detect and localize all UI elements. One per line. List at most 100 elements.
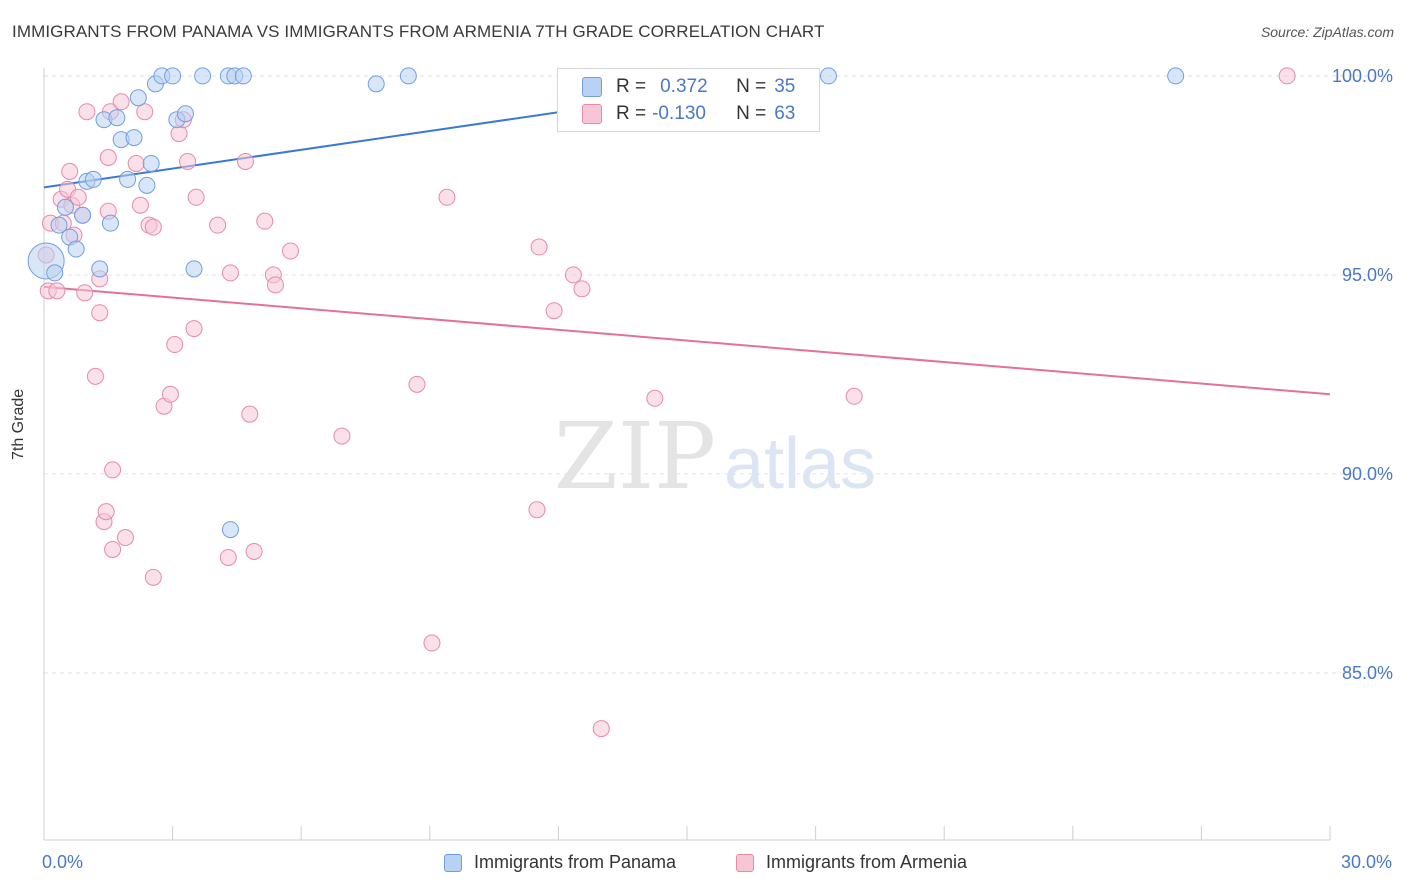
panama-point (125, 129, 143, 147)
panama-point (221, 521, 239, 539)
armenia-point (236, 152, 254, 170)
armenia-point (245, 542, 263, 560)
armenia-point (99, 149, 117, 166)
armenia-point (573, 280, 591, 298)
armenia-point (61, 162, 79, 180)
armenia-point (104, 461, 122, 479)
panama-point (185, 260, 203, 278)
watermark-atlas: atlas (724, 424, 876, 504)
armenia-point (241, 405, 259, 423)
armenia-point (1278, 67, 1296, 85)
armenia-point (97, 503, 115, 521)
panama-point (819, 67, 837, 85)
armenia-point (209, 216, 227, 234)
armenia-point (69, 188, 87, 206)
armenia-point (136, 103, 154, 121)
x-axis-min-label: 0.0% (42, 852, 84, 872)
armenia-r-label: R = (616, 103, 647, 124)
watermark-zip: ZIP (554, 403, 716, 510)
armenia-point (161, 385, 179, 403)
panama-point (56, 198, 74, 216)
armenia-point (187, 188, 205, 206)
panama-point (91, 260, 109, 278)
armenia-point (256, 212, 274, 230)
armenia-point (528, 501, 546, 519)
armenia-point (86, 367, 104, 385)
axes (43, 68, 1331, 841)
armenia-point (281, 242, 299, 260)
armenia-point (266, 276, 284, 294)
armenia-legend-icon (736, 853, 754, 872)
panama-n-value: 35 (774, 76, 796, 97)
armenia-point (127, 154, 145, 172)
panama-point (164, 67, 182, 85)
legend-row-armenia: R = -0.130 N = 63 (582, 102, 796, 126)
legend-item-armenia: Immigrants from Armenia (736, 852, 967, 873)
armenia-point (179, 152, 197, 170)
armenia-point (646, 389, 664, 407)
panama-r-label: R = (616, 76, 647, 97)
armenia-swatch-icon (582, 104, 602, 124)
legend-label-armenia: Immigrants from Armenia (766, 852, 968, 872)
armenia-point (221, 264, 239, 282)
panama-legend-icon (444, 853, 462, 872)
armenia-point (78, 103, 96, 121)
panama-point (46, 264, 64, 282)
y-tick-labels: 85.0% 90.0% 95.0% 100.0% (1332, 66, 1393, 683)
armenia-n-label: N = (736, 103, 767, 124)
legend-row-panama: R = 0.372 N = 35 (582, 75, 796, 99)
y-tick-label: 85.0% (1342, 663, 1393, 683)
panama-point (138, 176, 156, 194)
panama-point (50, 216, 68, 234)
panama-n-label: N = (736, 76, 767, 97)
armenia-point (845, 387, 863, 405)
armenia-point (592, 720, 610, 738)
armenia-point (76, 284, 94, 302)
armenia-point (333, 427, 351, 445)
armenia-point (112, 93, 130, 111)
panama-point (129, 89, 147, 107)
y-tick-label: 95.0% (1342, 265, 1393, 285)
y-axis-label: 7th Grade (10, 388, 27, 460)
armenia-point (423, 634, 441, 652)
correlation-legend: R = 0.372 N = 35 R = -0.130 N = 63 (557, 68, 820, 132)
panama-point (84, 170, 102, 188)
armenia-point (48, 282, 66, 300)
armenia-point (408, 375, 426, 393)
armenia-trend-line (43, 285, 1331, 396)
source-label: Source: ZipAtlas.com (1260, 24, 1394, 40)
panama-point (67, 240, 85, 258)
armenia-point (144, 568, 162, 586)
panama-point (108, 109, 126, 127)
x-axis-max-label: 30.0% (1340, 852, 1392, 872)
armenia-r-value: -0.130 (652, 103, 706, 124)
armenia-point (91, 304, 109, 322)
armenia-point (116, 529, 134, 547)
panama-point (194, 67, 212, 85)
panama-r-value: 0.372 (660, 76, 708, 97)
series-legend: Immigrants from Panama Immigrants from A… (0, 852, 1406, 878)
panama-point (119, 170, 137, 188)
armenia-n-value: 63 (774, 103, 796, 124)
y-tick-label: 90.0% (1342, 464, 1393, 484)
armenia-point (166, 336, 184, 354)
panama-point (101, 214, 119, 232)
panama-point (74, 206, 92, 224)
armenia-point (144, 218, 162, 236)
legend-label-panama: Immigrants from Panama (474, 852, 677, 872)
legend-item-panama: Immigrants from Panama (444, 852, 676, 873)
armenia-point (219, 548, 237, 566)
armenia-point (131, 196, 149, 214)
y-tick-label: 100.0% (1332, 66, 1393, 86)
panama-point (142, 154, 160, 172)
panama-point (1167, 67, 1185, 85)
panama-swatch-icon (582, 77, 602, 97)
panama-point (234, 67, 252, 85)
armenia-point (185, 320, 203, 338)
armenia-point (438, 188, 456, 206)
armenia-point (530, 238, 548, 256)
panama-point (176, 105, 194, 123)
data-points (27, 67, 1296, 738)
chart-title: IMMIGRANTS FROM PANAMA VS IMMIGRANTS FRO… (12, 22, 825, 41)
